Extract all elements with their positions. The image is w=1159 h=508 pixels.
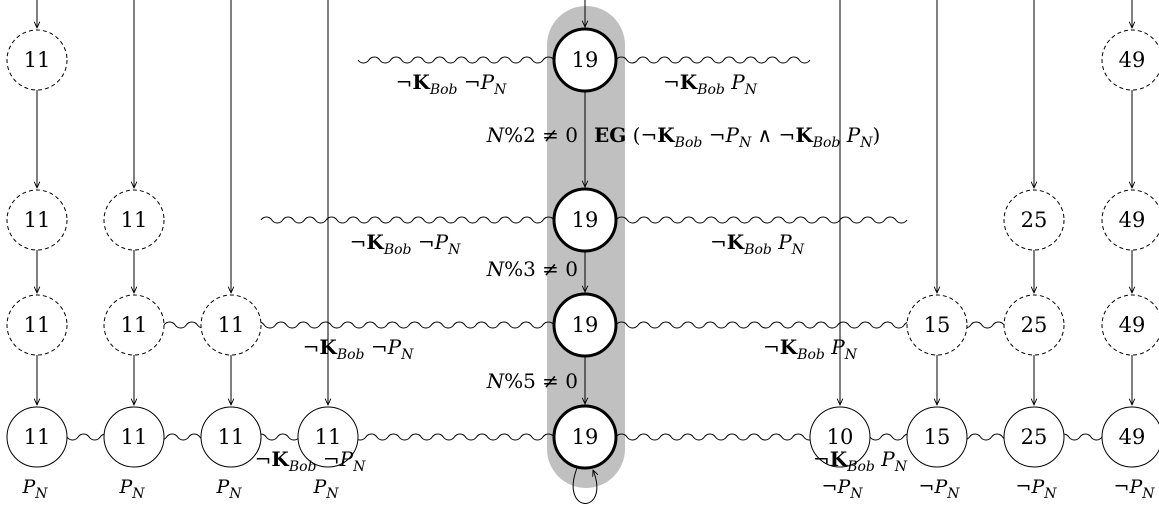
state-value: 10 xyxy=(827,425,854,449)
nodes-layer xyxy=(6,27,1159,470)
wavy-edge-left xyxy=(260,216,555,224)
state-value: 49 xyxy=(1119,208,1146,232)
state-node-center-2 xyxy=(552,292,618,358)
labels-layer: 11 11 11 11 PN​ 11 11 11 PN​ 11 11 PN​ 11 PN​ 19 19 19 19… xyxy=(21,48,1155,502)
state-value: 11 xyxy=(24,425,51,449)
state-node-c7-2 xyxy=(906,294,968,356)
state-node-c9-3 xyxy=(1101,406,1159,468)
wavy-edge-left-label: ¬KBob​ ¬PN​ xyxy=(255,447,366,475)
state-value: 19 xyxy=(572,48,599,72)
wavy-edge-right-label: ¬KBob​ PN​ xyxy=(710,230,805,258)
state-node-c1-2 xyxy=(6,294,68,356)
state-value: 49 xyxy=(1119,313,1146,337)
center-condition-label: N%3 ≠ 0 xyxy=(486,257,578,281)
state-node-center-3 xyxy=(552,404,618,470)
state-value: 19 xyxy=(572,425,599,449)
state-value: 11 xyxy=(218,313,245,337)
state-value: 11 xyxy=(218,425,245,449)
state-node-c8-3 xyxy=(1003,406,1065,468)
state-node-center-0 xyxy=(552,27,618,93)
wavy-edge-left xyxy=(357,56,555,64)
prop-label: PN​ xyxy=(312,476,339,502)
state-value: 25 xyxy=(1021,425,1048,449)
wavy-edge-right-label: ¬KBob​ PN​ xyxy=(763,335,858,363)
wavy-edge-right-label: ¬KBob​ PN​ xyxy=(663,70,758,98)
state-node-c7-3 xyxy=(906,406,968,468)
state-value: 19 xyxy=(572,313,599,337)
eg-formula-label: EG (¬KBob​ ¬PN​ ∧ ¬KBob​ PN​) xyxy=(594,123,880,151)
prop-label: PN​ xyxy=(215,476,242,502)
prop-label: ¬PN​ xyxy=(919,476,961,502)
state-value: 19 xyxy=(572,208,599,232)
wavy-edge-left-label: ¬KBob​ ¬PN​ xyxy=(350,230,461,258)
prop-label: PN​ xyxy=(118,476,145,502)
wavy-edge-right xyxy=(615,216,908,224)
state-node-c2-3 xyxy=(103,406,165,468)
self-loop-arrow xyxy=(572,467,597,504)
wavy-edge-right-label: ¬KBob​ PN​ xyxy=(813,447,908,475)
state-node-c9-1 xyxy=(1101,189,1159,251)
prop-label: ¬PN​ xyxy=(1016,476,1058,502)
center-condition-label: N%5 ≠ 0 xyxy=(486,369,578,393)
state-node-c2-2 xyxy=(103,294,165,356)
state-node-c3-3 xyxy=(200,406,262,468)
state-value: 11 xyxy=(24,48,51,72)
state-node-c1-3 xyxy=(6,406,68,468)
state-value: 49 xyxy=(1119,48,1146,72)
state-value: 11 xyxy=(24,208,51,232)
state-node-c8-1 xyxy=(1003,189,1065,251)
state-node-c9-2 xyxy=(1101,294,1159,356)
state-node-c4-3 xyxy=(297,406,359,468)
prop-label: ¬PN​ xyxy=(822,476,864,502)
state-value: 49 xyxy=(1119,425,1146,449)
state-value: 25 xyxy=(1021,208,1048,232)
state-value: 11 xyxy=(24,313,51,337)
state-value: 11 xyxy=(315,425,342,449)
state-node-c9-0 xyxy=(1101,29,1159,91)
state-node-c6-3 xyxy=(809,406,871,468)
wavy-edge-left-label: ¬KBob​ ¬PN​ xyxy=(303,335,414,363)
state-node-c3-2 xyxy=(200,294,262,356)
state-value: 11 xyxy=(121,425,148,449)
state-node-c1-1 xyxy=(6,189,68,251)
state-node-c8-2 xyxy=(1003,294,1065,356)
state-value: 15 xyxy=(924,313,951,337)
state-value: 25 xyxy=(1021,313,1048,337)
wavy-edge-left-label: ¬KBob​ ¬PN​ xyxy=(396,70,507,98)
center-condition-label: N%2 ≠ 0 xyxy=(486,123,578,147)
state-value: 11 xyxy=(121,313,148,337)
state-node-center-1 xyxy=(552,187,618,253)
wavy-edge-right xyxy=(615,56,811,64)
state-value: 15 xyxy=(924,425,951,449)
state-node-c1-0 xyxy=(6,29,68,91)
prop-label: ¬PN​ xyxy=(1114,476,1156,502)
state-node-c2-1 xyxy=(103,189,165,251)
state-value: 11 xyxy=(121,208,148,232)
prop-label: PN​ xyxy=(21,476,48,502)
